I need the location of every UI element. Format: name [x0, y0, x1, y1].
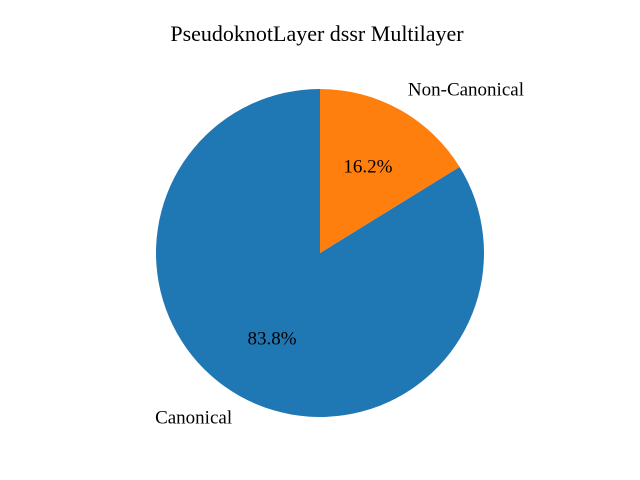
pie-labels: Canonical 83.8% Non-Canonical 16.2%: [155, 79, 524, 428]
slice-label-non-canonical: Non-Canonical: [408, 79, 524, 100]
pie-slice-non-canonical: [320, 88, 460, 253]
chart-title: PseudoknotLayer dssr Multilayer: [170, 21, 464, 46]
pie-slices: [156, 88, 484, 417]
slice-percent-canonical: 83.8%: [248, 328, 297, 349]
slice-label-canonical: Canonical: [155, 407, 232, 428]
slice-percent-non-canonical: 16.2%: [343, 157, 392, 178]
